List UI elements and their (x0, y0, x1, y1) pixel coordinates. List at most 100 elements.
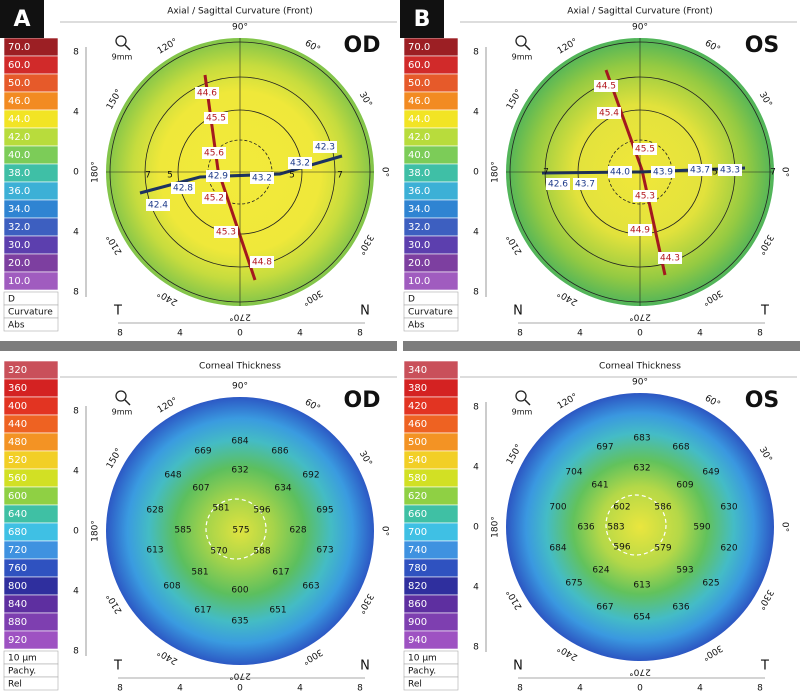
thickness-value: 636 (672, 603, 689, 613)
angle-label: 270° (629, 312, 651, 322)
thickness-value: 620 (720, 544, 737, 554)
scale-label: 720 (8, 545, 27, 556)
thickness-value: 581 (191, 568, 208, 578)
flat-value-box (288, 157, 312, 169)
zoom-icon (115, 35, 127, 47)
scale-label: 38.0 (8, 168, 30, 179)
y-tick-label: 8 (473, 643, 479, 653)
scale-label: 34.0 (408, 204, 430, 215)
thickness-value: 673 (316, 546, 333, 556)
steep-value-box (202, 192, 226, 204)
thickness-value: 668 (672, 443, 689, 453)
steep-value-box (628, 224, 652, 236)
zoom-icon (115, 390, 127, 402)
corner-label: T (113, 304, 122, 319)
zoom-handle (524, 44, 531, 51)
panel: Corneal Thickness32036040044048052056060… (3, 360, 397, 694)
angle-label: 270° (229, 312, 251, 322)
thickness-value: 636 (577, 523, 594, 533)
thickness-value: 692 (302, 471, 319, 481)
steep-value: 45.5 (635, 145, 655, 155)
flat-value: 43.2 (252, 174, 272, 184)
flat-value: 43.2 (290, 159, 310, 169)
x-tick-label: 8 (757, 684, 763, 694)
scale-label: 560 (8, 473, 27, 484)
scale-footer: Rel (408, 680, 422, 690)
thickness-value: 588 (253, 547, 270, 557)
steep-value: 44.8 (252, 258, 272, 268)
eye-label: OS (745, 388, 780, 413)
scale-footer: Curvature (408, 308, 453, 318)
thickness-value: 630 (720, 503, 737, 513)
panel-label: B (414, 7, 431, 32)
scale-label: 20.0 (8, 258, 30, 269)
eye-label: OD (344, 33, 381, 58)
scale-label: 50.0 (8, 78, 30, 89)
scale-label: 880 (8, 617, 27, 628)
steep-value: 44.6 (197, 89, 217, 99)
x-tick-label: 8 (517, 684, 523, 694)
x-tick-label: 8 (357, 329, 363, 339)
angle-label: 180° (91, 161, 101, 183)
zoom-handle (124, 399, 131, 406)
x-tick-label: 0 (237, 329, 243, 339)
scale-label: 860 (408, 599, 427, 610)
scale-label: 780 (408, 563, 427, 574)
scale-label: 60.0 (408, 60, 430, 71)
scale-label: 40.0 (408, 150, 430, 161)
x-tick-label: 8 (117, 684, 123, 694)
y-tick-label: 4 (473, 463, 479, 473)
thickness-value: 654 (633, 613, 650, 623)
panel-title: Axial / Sagittal Curvature (Front) (167, 7, 313, 17)
zoom-handle (524, 399, 531, 406)
steep-value: 45.3 (635, 192, 655, 202)
scale-label: 42.0 (408, 132, 430, 143)
angle-label: 270° (629, 667, 651, 677)
scale-label: 60.0 (8, 60, 30, 71)
steep-value: 45.5 (206, 114, 226, 124)
scale-label: 640 (8, 509, 27, 520)
thickness-value: 628 (289, 526, 306, 536)
eye-label: OD (344, 388, 381, 413)
scale-label: 520 (8, 455, 27, 466)
scale-label: 920 (8, 635, 27, 646)
scale-swatch (403, 630, 459, 650)
angle-label: 90° (632, 23, 648, 33)
scale-label: 740 (408, 545, 427, 556)
scale-label: 44.0 (8, 114, 30, 125)
thickness-value: 641 (591, 481, 608, 491)
y-tick-label: 8 (473, 403, 479, 413)
thickness-value: 632 (633, 464, 650, 474)
steep-value: 45.3 (216, 228, 236, 238)
scale-label: 420 (408, 401, 427, 412)
flat-value: 42.3 (315, 143, 335, 153)
scale-label: 400 (8, 401, 27, 412)
scale-label: 600 (8, 491, 27, 502)
steep-value-box (633, 143, 657, 155)
pupil (205, 498, 267, 560)
flat-value-box (250, 172, 274, 184)
angle-label: 0° (780, 522, 790, 532)
scale-label: 480 (8, 437, 27, 448)
angle-label: 0° (780, 167, 790, 177)
scale-label: 700 (408, 527, 427, 538)
scale-label: 46.0 (8, 96, 30, 107)
scale-label: 70.0 (408, 42, 430, 53)
scale-label: 30.0 (408, 240, 430, 251)
scale-swatch (403, 271, 459, 291)
panel: Axial / Sagittal Curvature (Front) 70.0 60… (400, 0, 797, 339)
scale-label: 580 (408, 473, 427, 484)
y-tick-label: 4 (73, 228, 79, 238)
x-tick-label: 8 (757, 329, 763, 339)
angle-label: 270° (229, 671, 251, 681)
zoom-handle (124, 44, 131, 51)
gutter (397, 0, 403, 700)
scale-label: 760 (8, 563, 27, 574)
y-tick-label: 8 (73, 288, 79, 298)
y-tick-label: 0 (73, 527, 79, 537)
thickness-value: 602 (613, 503, 630, 513)
x-tick-label: 0 (637, 684, 643, 694)
steep-value-box (204, 112, 228, 124)
thickness-value: 695 (316, 506, 333, 516)
